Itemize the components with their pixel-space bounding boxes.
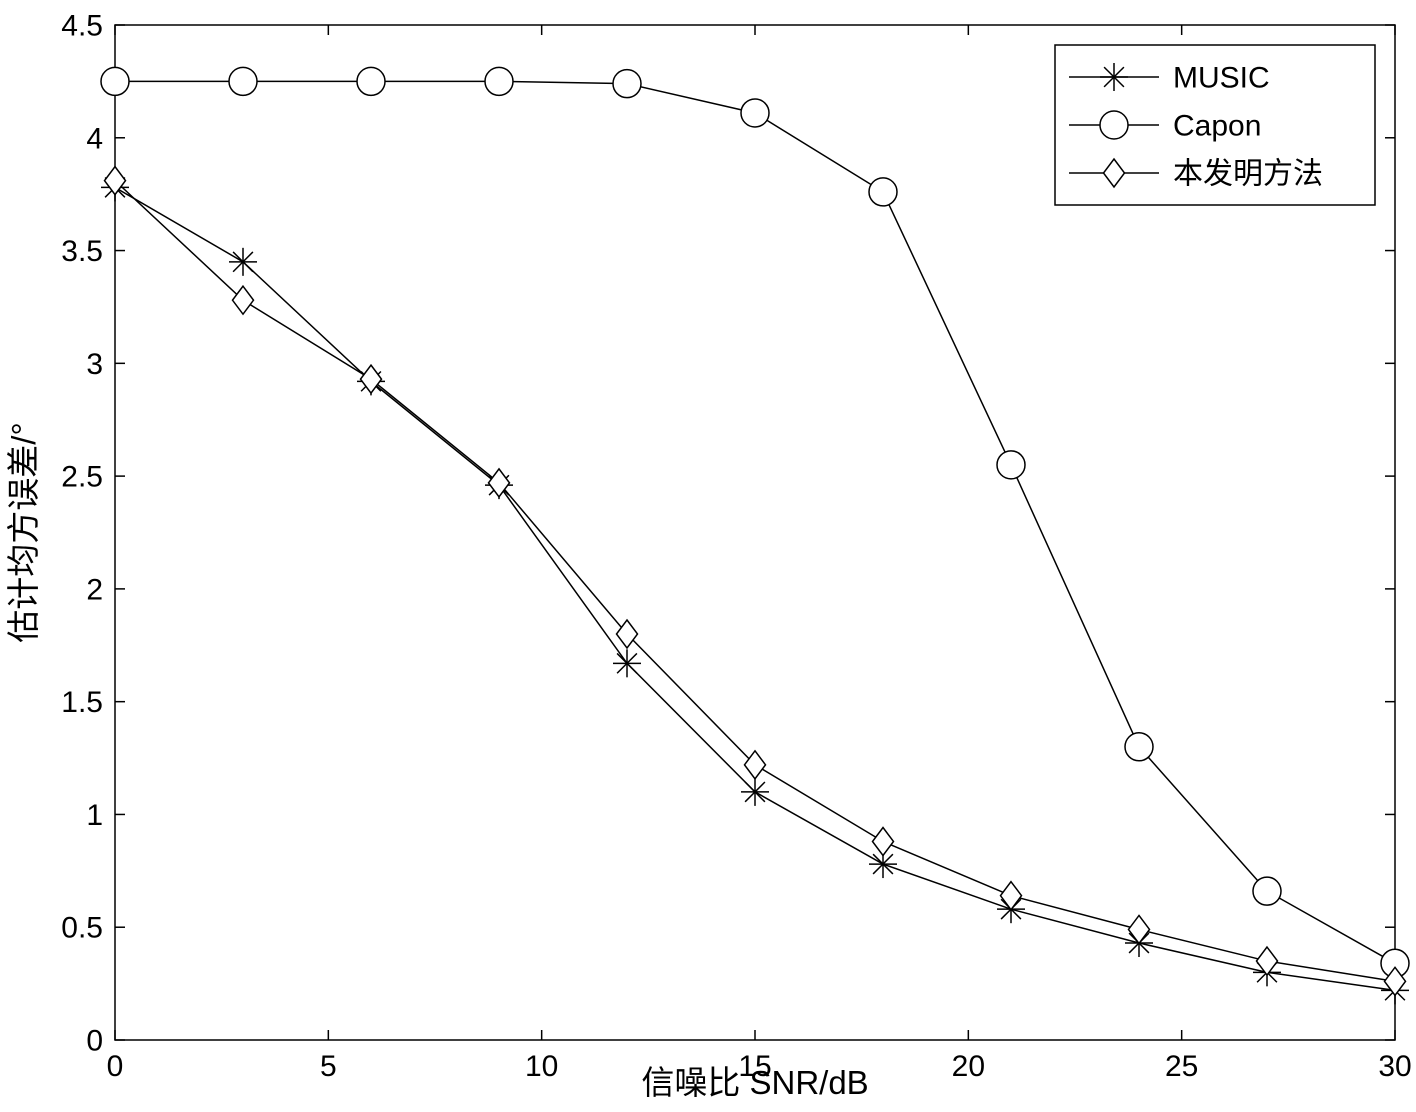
legend: MUSIC Capon 本发明方法 xyxy=(1055,45,1375,205)
y-tick-label: 1 xyxy=(86,799,103,832)
legend-label: Capon xyxy=(1173,110,1261,143)
x-tick-label: 5 xyxy=(320,1050,337,1083)
chart-container: 05101520253000.511.522.533.544.5信噪比 SNR/… xyxy=(0,0,1416,1112)
x-tick-label: 10 xyxy=(525,1050,558,1083)
legend-label: MUSIC xyxy=(1173,62,1270,95)
y-tick-label: 2.5 xyxy=(61,461,103,494)
y-tick-label: 4 xyxy=(86,122,103,155)
y-tick-label: 0 xyxy=(86,1025,103,1058)
y-tick-label: 0.5 xyxy=(61,912,103,945)
x-tick-label: 0 xyxy=(107,1050,124,1083)
x-axis-label: 信噪比 SNR/dB xyxy=(641,1064,868,1101)
y-tick-label: 3.5 xyxy=(61,235,103,268)
y-axis-label: 估计均方误差/° xyxy=(5,422,42,642)
y-tick-label: 1.5 xyxy=(61,686,103,719)
x-tick-label: 25 xyxy=(1165,1050,1198,1083)
x-tick-label: 30 xyxy=(1378,1050,1411,1083)
y-tick-label: 4.5 xyxy=(61,10,103,43)
x-tick-label: 20 xyxy=(952,1050,985,1083)
y-tick-label: 3 xyxy=(86,348,103,381)
y-tick-label: 2 xyxy=(86,573,103,606)
chart-svg: 05101520253000.511.522.533.544.5信噪比 SNR/… xyxy=(0,0,1416,1112)
legend-label: 本发明方法 xyxy=(1173,158,1323,191)
